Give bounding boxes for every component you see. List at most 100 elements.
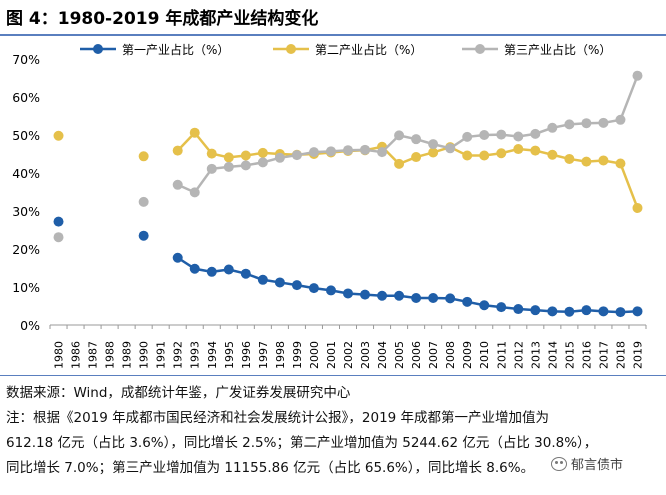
x-tick-label: 1991 (155, 341, 168, 369)
data-point (496, 148, 507, 159)
data-point (240, 150, 251, 161)
data-point (343, 288, 353, 299)
data-point (615, 158, 626, 169)
data-point (496, 129, 507, 140)
data-point (530, 305, 541, 316)
x-tick-label: 2013 (529, 341, 542, 369)
data-point (411, 293, 422, 304)
y-tick-label: 70% (12, 52, 40, 67)
series-line (176, 130, 639, 209)
data-point (223, 161, 234, 172)
data-point (291, 280, 302, 291)
x-tick-label: 2009 (461, 341, 474, 369)
data-point (172, 145, 183, 156)
x-tick-label: 2011 (495, 341, 508, 369)
x-tick-label: 1999 (291, 341, 304, 369)
x-tick-label: 2012 (512, 341, 525, 369)
x-tick-label: 1994 (206, 341, 219, 369)
data-point (615, 114, 626, 125)
x-tick-label: 1990 (138, 341, 151, 369)
data-point (462, 150, 473, 161)
data-point (513, 304, 524, 315)
y-tick-label: 10% (12, 280, 40, 295)
data-point (564, 119, 575, 130)
data-point (360, 144, 371, 155)
x-tick-label: 1995 (223, 341, 236, 369)
y-axis: 0% 10% 20% 30% 40% 50% 60% 70% (12, 52, 40, 333)
data-point (257, 157, 268, 168)
legend-marker (475, 44, 485, 54)
data-point (547, 149, 558, 160)
chart-notes: 数据来源：Wind，成都统计年鉴，广发证券发展研究中心 注：根据《2019 年成… (6, 381, 660, 481)
data-point (445, 143, 456, 154)
y-tick-label: 20% (12, 242, 40, 257)
x-tick-label: 2004 (376, 341, 389, 369)
legend: 第一产业占比（%） 第二产业占比（%） 第三产业占比（%） (80, 42, 611, 57)
series-lines (53, 70, 643, 318)
data-point (428, 139, 439, 150)
x-tick-label: 2010 (478, 341, 491, 369)
y-tick-label: 60% (12, 90, 40, 105)
y-tick-label: 0% (20, 318, 40, 333)
bottom-divider (0, 375, 666, 376)
x-tick-label: 1986 (70, 341, 83, 369)
x-tick-label: 2000 (308, 341, 321, 369)
data-point (564, 153, 575, 164)
data-point (223, 264, 234, 275)
x-tick-label: 2014 (546, 341, 559, 369)
legend-label: 第二产业占比（%） (315, 42, 422, 57)
x-tick-label: 2007 (427, 341, 440, 369)
data-point (325, 285, 336, 296)
data-point (206, 266, 217, 277)
data-point (513, 131, 524, 142)
data-point (547, 122, 558, 133)
data-point (445, 293, 456, 304)
data-point (428, 147, 439, 158)
data-point (377, 147, 388, 158)
wechat-icon (551, 456, 567, 471)
data-point (394, 130, 405, 141)
data-point (138, 230, 149, 241)
data-point (394, 290, 405, 301)
data-point (189, 187, 200, 198)
data-point (223, 152, 234, 163)
line-chart: 第一产业占比（%） 第二产业占比（%） 第三产业占比（%） 0% 10% 20% 30% 4… (12, 42, 647, 369)
page-title: 图 4：1980-2019 年成都产业结构变化 (6, 9, 319, 29)
data-point (496, 302, 507, 313)
data-point (462, 296, 473, 307)
data-point (598, 155, 609, 166)
watermark-text: 郁言债市 (571, 458, 624, 473)
data-point (581, 118, 592, 129)
y-tick-label: 50% (12, 128, 40, 143)
data-point (274, 277, 285, 288)
x-axis: 1980 1986 1987 1988 1989 1990 1991 1992 1993 1994… (49, 324, 647, 369)
data-point (53, 130, 64, 141)
data-point (291, 150, 302, 161)
data-point (394, 158, 405, 169)
data-point (172, 179, 183, 190)
x-tick-label: 1996 (240, 341, 253, 369)
data-point (257, 147, 268, 158)
watermark: 郁言债市 (548, 454, 627, 473)
data-point (411, 152, 422, 163)
x-tick-label: 1980 (53, 341, 66, 369)
legend-marker (286, 44, 296, 54)
note-line-2: 612.18 亿元（占比 3.6%），同比增长 2.5%；第二产业增加值为 52… (6, 435, 598, 451)
x-tick-label: 2001 (325, 341, 338, 369)
data-point (513, 144, 524, 155)
x-tick-label: 1989 (121, 341, 134, 369)
data-point (360, 289, 371, 300)
data-point (632, 70, 643, 81)
data-point (581, 305, 592, 316)
data-point (530, 145, 541, 156)
x-tick-label: 2015 (563, 341, 576, 369)
data-point (308, 283, 319, 294)
data-point (428, 293, 439, 304)
data-point (172, 252, 183, 263)
x-tick-label: 1988 (104, 341, 117, 369)
data-point (479, 130, 490, 140)
data-point (257, 274, 268, 285)
x-tick-label: 1993 (189, 341, 202, 369)
data-point (189, 263, 200, 274)
x-tick-label: 2019 (631, 341, 644, 369)
